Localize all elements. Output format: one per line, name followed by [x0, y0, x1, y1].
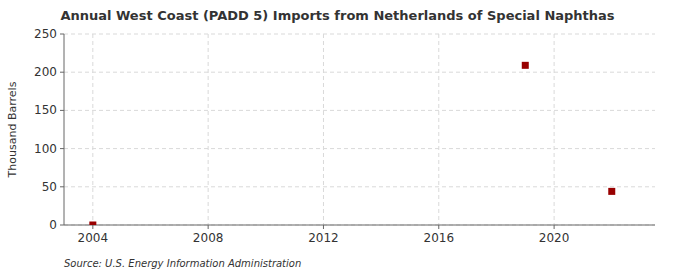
- y-tick: [60, 34, 64, 35]
- axes: 2004 2008 2012 2016 2020 0 50 100 150 200 250: [34, 27, 655, 245]
- points: [89, 62, 615, 225]
- x-tick-label: 2012: [308, 231, 339, 245]
- grid-line-y: [64, 72, 655, 73]
- grid-line-x: [438, 34, 439, 225]
- point: [522, 62, 529, 69]
- grid-line-y: [64, 225, 655, 226]
- y-axis-label: Thousand Barrels: [6, 81, 19, 178]
- grid-line-y: [64, 148, 655, 149]
- x-tick: [92, 225, 93, 229]
- x-tick: [323, 225, 324, 229]
- x-tick: [554, 225, 555, 229]
- y-tick-label: 50: [42, 180, 57, 194]
- point: [89, 222, 96, 226]
- grid-line-y: [64, 34, 655, 35]
- grid-line-y: [64, 110, 655, 111]
- grid-line-x: [323, 34, 324, 225]
- y-tick: [60, 148, 64, 149]
- x-axis-line: [64, 225, 655, 226]
- x-tick: [438, 225, 439, 229]
- y-tick-label: 200: [34, 65, 57, 79]
- x-tick-label: 2004: [78, 231, 109, 245]
- y-tick: [60, 225, 64, 226]
- y-axis-line: [64, 34, 65, 225]
- x-tick-label: 2020: [539, 231, 570, 245]
- grid-line-y: [64, 186, 655, 187]
- y-tick-label: 250: [34, 27, 57, 41]
- y-tick: [60, 72, 64, 73]
- x-tick-label: 2016: [424, 231, 455, 245]
- point: [608, 188, 615, 195]
- y-tick: [60, 110, 64, 111]
- x-tick: [208, 225, 209, 229]
- x-tick-label: 2008: [193, 231, 224, 245]
- grid: [64, 34, 655, 225]
- chart-container: 2004 2008 2012 2016 2020 0 50 100 150 200 250Annua…: [0, 0, 675, 275]
- grid-line-x: [92, 34, 93, 225]
- y-tick-label: 0: [49, 218, 57, 232]
- title: Annual West Coast (PADD 5) Imports from …: [60, 8, 614, 23]
- y-tick: [60, 186, 64, 187]
- source-note: Source: U.S. Energy Information Administ…: [64, 258, 301, 269]
- chart-svg: 2004 2008 2012 2016 2020 0 50 100 150 200 250Annua…: [0, 0, 675, 275]
- grid-line-x: [208, 34, 209, 225]
- y-tick-label: 100: [34, 142, 57, 156]
- y-tick-label: 150: [34, 103, 57, 117]
- grid-line-x: [554, 34, 555, 225]
